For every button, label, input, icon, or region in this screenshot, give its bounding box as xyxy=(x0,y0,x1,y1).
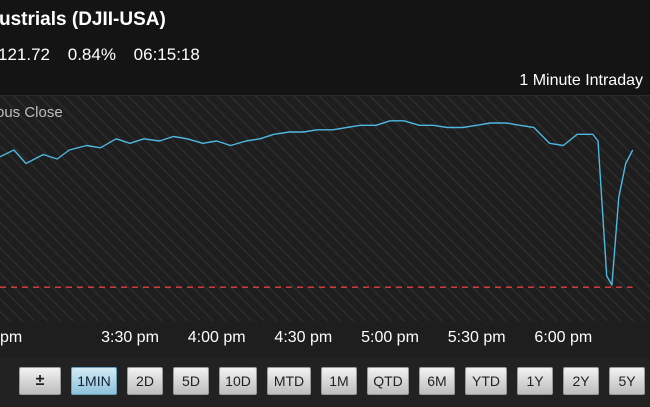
range-button-5d[interactable]: 5D xyxy=(173,367,209,395)
chart-plot-area xyxy=(0,96,650,321)
x-tick-label: 4:30 pm xyxy=(274,329,333,346)
net-change: 121.72 xyxy=(0,45,50,64)
range-button-1m[interactable]: 1M xyxy=(321,367,357,395)
plot-background xyxy=(0,96,650,321)
price-series-line-0 xyxy=(0,120,634,286)
x-tick-label: 5:00 pm xyxy=(361,329,419,346)
previous-close-label: ous Close xyxy=(0,104,63,121)
range-button-6m[interactable]: 6M xyxy=(419,367,455,395)
x-tick-label: 4:00 pm xyxy=(187,329,246,346)
x-tick-label: 3:30 pm xyxy=(101,329,159,346)
range-button-10d[interactable]: 10D xyxy=(219,367,257,395)
range-button-1min[interactable]: 1MIN xyxy=(71,367,117,395)
range-button-2d[interactable]: 2D xyxy=(127,367,163,395)
range-button-ytd[interactable]: YTD xyxy=(465,367,507,395)
x-tick-label: 5:30 pm xyxy=(447,329,506,346)
range-toolbar: ±1MIN 2D 5D 10D MTD 1M QTD 6M YTD 1Y 2Y 5Y xyxy=(0,357,650,407)
interval-label: 1 Minute Intraday xyxy=(519,72,643,89)
x-tick-label: pm xyxy=(0,329,23,346)
percent-change: 0.84% xyxy=(67,45,116,64)
x-axis: pm 3:30 pm 4:00 pm 4:30 pm 5:00 pm 5:30 pm 6:0… xyxy=(0,321,650,357)
last-update-time: 06:15:18 xyxy=(133,45,200,64)
range-button-5y[interactable]: 5Y xyxy=(609,367,645,395)
intraday-line-chart xyxy=(0,96,650,321)
range-button-1y[interactable]: 1Y xyxy=(517,367,553,395)
x-tick-label: 6:00 pm xyxy=(534,329,593,346)
range-button-mtd[interactable]: MTD xyxy=(267,367,311,395)
instrument-title: ustrials (DJII-USA) xyxy=(0,9,166,30)
chart-header: ustrials (DJII-USA) 121.72 0.84% 06:15:1… xyxy=(0,0,650,96)
quote-line: 121.72 0.84% 06:15:18 xyxy=(0,45,213,65)
range-button-qtd[interactable]: QTD xyxy=(367,367,409,395)
range-button-2y[interactable]: 2Y xyxy=(563,367,599,395)
zoom-toggle-icon[interactable]: ± xyxy=(19,367,61,395)
